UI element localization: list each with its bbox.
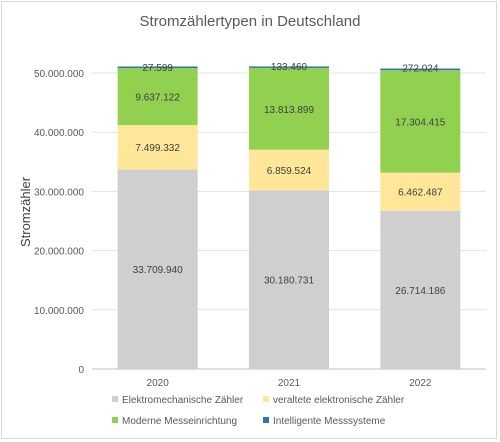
chart-title: Stromzählertypen in Deutschland [140, 13, 361, 30]
data-label: 13.813.899 [264, 105, 314, 116]
y-axis-label: Stromzähler [18, 176, 33, 247]
bars [117, 66, 461, 369]
data-label: 26.714.186 [395, 286, 445, 297]
data-label: 133.460 [271, 62, 308, 73]
data-label: 33.709.940 [133, 265, 183, 276]
data-label: 6.859.524 [267, 166, 312, 177]
data-label: 30.180.731 [264, 276, 314, 287]
y-tick-label: 40.000.000 [34, 128, 84, 139]
x-tick-labels: 2020 2021 2022 [147, 378, 432, 389]
data-label: 9.637.122 [135, 93, 180, 104]
bar-segment [117, 169, 198, 369]
bar-segment [249, 66, 329, 68]
data-label: 27.599 [142, 63, 173, 74]
legend-swatch [112, 396, 118, 402]
bar-segment [117, 67, 198, 126]
bar-segment [380, 68, 461, 71]
bar-segment [249, 67, 329, 150]
data-label: 6.462.487 [398, 188, 443, 199]
y-tick-label: 10.000.000 [34, 306, 84, 317]
bar-segment [380, 210, 461, 369]
y-tick-label: 50.000.000 [34, 69, 84, 80]
bar-segment [117, 66, 198, 68]
y-tick-labels: 0 10.000.000 20.000.000 30.000.000 40.000.00… [34, 69, 85, 376]
legend-label: veraltete elektronische Zähler [273, 395, 405, 406]
y-tick-label: 30.000.000 [34, 187, 84, 198]
data-label: 17.304.415 [395, 117, 445, 128]
x-tick-label: 2021 [278, 378, 301, 389]
y-tick-label: 20.000.000 [34, 247, 84, 258]
legend-swatch [263, 396, 269, 402]
bar-segment [249, 190, 329, 369]
x-tick-label: 2020 [147, 378, 170, 389]
bar-segment [249, 149, 329, 191]
legend-label: Elektromechanische Zähler [122, 395, 244, 406]
legend: Elektromechanische Zähler veraltete elekt… [112, 395, 405, 427]
x-tick-label: 2022 [409, 378, 432, 389]
bar-segment [117, 125, 198, 170]
bar-segment [380, 172, 461, 211]
data-label: 7.499.332 [135, 143, 180, 154]
data-labels: 33.709.940 7.499.332 9.637.122 27.599 30.180… [133, 62, 446, 297]
bar-segment [380, 70, 461, 173]
legend-swatch [263, 417, 269, 423]
legend-label: Intelligente Messsysteme [273, 416, 386, 427]
data-label: 272.024 [402, 64, 439, 75]
y-tick-label: 0 [78, 365, 84, 376]
legend-label: Moderne Messeinrichtung [122, 416, 237, 427]
legend-swatch [112, 417, 118, 423]
